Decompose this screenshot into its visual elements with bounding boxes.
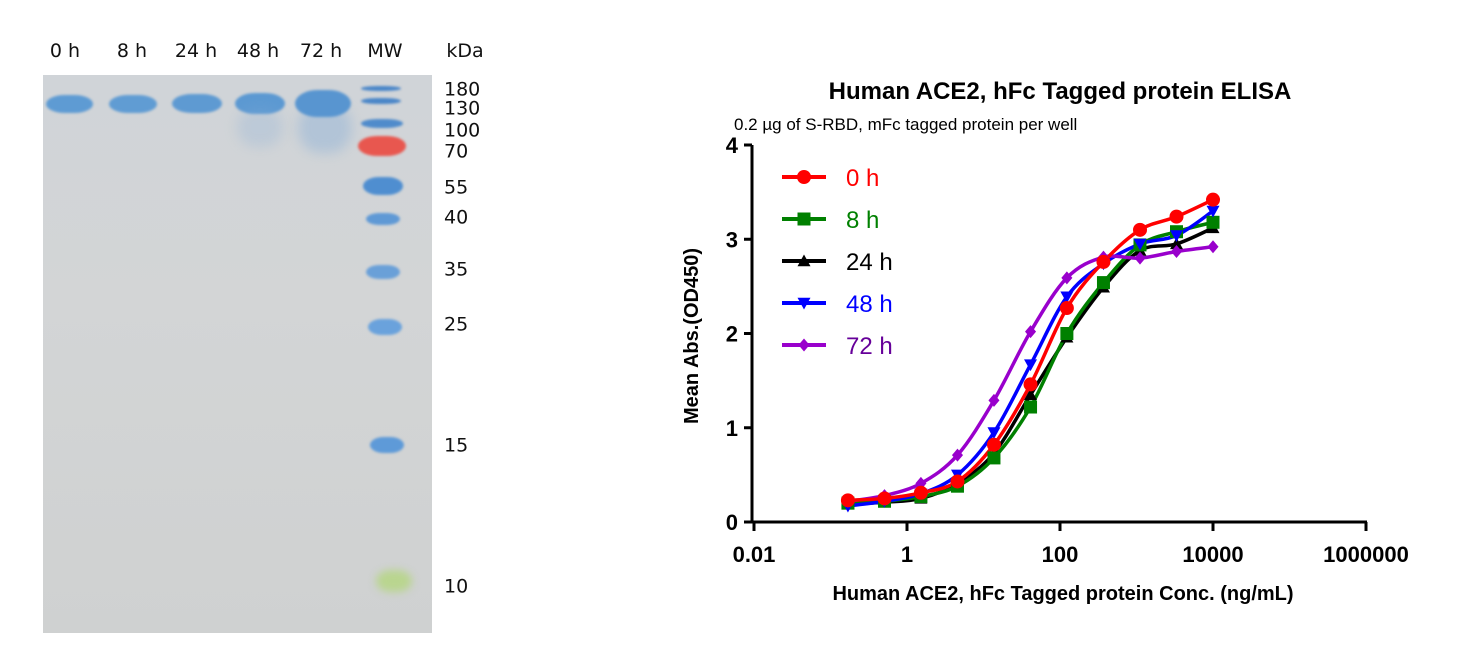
mw-label-15: 15	[444, 434, 469, 457]
mw-label-35: 35	[444, 258, 469, 281]
mw-label-10: 10	[444, 575, 469, 598]
data-point	[1060, 291, 1074, 304]
data-point	[1059, 301, 1074, 316]
data-point	[1024, 388, 1038, 400]
mw-label-40: 40	[444, 206, 469, 229]
x-tick-label: 10000	[1182, 542, 1243, 567]
y-tick-label: 1	[726, 416, 738, 441]
mw-band-70	[358, 136, 406, 156]
data-point	[1207, 240, 1219, 254]
data-point	[1206, 192, 1220, 207]
legend-label: 48 h	[846, 291, 893, 318]
data-point	[1060, 327, 1074, 340]
data-point	[1096, 276, 1110, 290]
mw-band-100	[361, 119, 403, 128]
x-tick-label: 100	[1042, 542, 1079, 567]
kda-unit-label: kDa	[446, 40, 484, 62]
data-point	[1132, 222, 1147, 237]
mw-label-55: 55	[444, 176, 469, 199]
sample-band-72h	[295, 90, 351, 117]
data-point	[1206, 215, 1220, 229]
lane-label-72h: 72 h	[299, 40, 343, 62]
sample-band-24h	[172, 94, 222, 113]
data-points	[840, 192, 1220, 513]
mw-band-40	[366, 213, 400, 225]
legend-marker-triangle-up-icon	[797, 254, 811, 267]
data-point	[840, 493, 855, 508]
legend-label: 72 h	[846, 333, 893, 360]
sample-band-48h-smear	[237, 107, 283, 147]
y-tick-label: 3	[726, 227, 738, 252]
y-tick-label: 2	[726, 322, 738, 347]
x-tick-label: 1	[901, 542, 913, 567]
lane-label-0h: 0 h	[49, 40, 81, 62]
data-point	[986, 437, 1001, 452]
data-point	[1169, 209, 1184, 224]
series-0h-points	[840, 192, 1220, 508]
legend-label: 8 h	[846, 207, 879, 234]
data-point	[1024, 400, 1038, 414]
chart-title: Human ACE2, hFc Tagged protein ELISA	[829, 78, 1292, 105]
y-tick-label: 4	[726, 133, 739, 158]
data-point	[1169, 230, 1183, 242]
mw-label-180: 180	[444, 78, 481, 101]
mw-band-25	[368, 319, 402, 335]
legend-label: 24 h	[846, 249, 893, 276]
mw-label-130: 130	[444, 97, 481, 120]
data-point	[1169, 237, 1183, 250]
data-point	[1023, 377, 1038, 392]
data-point	[987, 427, 1001, 439]
elisa-chart: Human ACE2, hFc Tagged protein ELISA 0.2…	[681, 78, 1409, 605]
y-tick-label: 0	[726, 510, 738, 535]
data-point	[1024, 359, 1038, 372]
legend-label: 0 h	[846, 165, 879, 192]
sample-band-48h	[235, 93, 285, 114]
lane-label-48h: 48 h	[236, 40, 280, 62]
sample-band-8h	[109, 95, 157, 113]
mw-label-70: 70	[444, 140, 469, 163]
data-point	[1096, 254, 1111, 269]
x-tick-label: 0.01	[733, 542, 776, 567]
mw-band-55	[363, 177, 403, 195]
legend-marker-square-icon	[797, 212, 811, 226]
fit-curves	[847, 198, 1214, 508]
data-point	[1206, 205, 1220, 218]
x-tick-label: 1000000	[1323, 542, 1409, 567]
axes: 0 1 2 3 4 0.01 1 100 10000 1000000	[726, 133, 1409, 567]
legend-marker-circle-icon	[797, 170, 811, 184]
mw-label-25: 25	[444, 313, 469, 336]
lane-label-mw: MW	[367, 40, 403, 62]
mw-band-180	[361, 86, 401, 91]
series-72h-points	[842, 240, 1219, 508]
legend-marker-triangle-down-icon	[797, 297, 811, 310]
legend-marker-diamond-icon	[798, 338, 810, 352]
chart-subtitle: 0.2 µg of S-RBD, mFc tagged protein per …	[734, 115, 1077, 134]
data-point	[877, 491, 892, 506]
fit-curve-72h	[847, 245, 1214, 503]
data-point	[913, 485, 928, 500]
gel-image	[43, 75, 432, 633]
mw-band-10	[376, 570, 412, 592]
data-point	[988, 393, 1000, 407]
x-axis-label: Human ACE2, hFc Tagged protein Conc. (ng…	[832, 583, 1293, 605]
data-point	[1133, 238, 1147, 251]
mw-band-15	[370, 437, 404, 453]
mw-band-35	[366, 265, 400, 279]
y-axis-label: Mean Abs.(OD450)	[681, 248, 703, 424]
series-48h-points	[841, 205, 1220, 513]
data-point	[987, 451, 1001, 465]
mw-label-100: 100	[444, 119, 481, 142]
lane-label-24h: 24 h	[174, 40, 218, 62]
sds-page-gel-panel: 0 h 8 h 24 h 48 h 72 h MW kDa 180 130 10…	[0, 0, 520, 657]
lane-label-8h: 8 h	[116, 40, 148, 62]
mw-band-130	[361, 98, 401, 104]
legend: 0 h 8 h 24 h 48 h 72 h	[782, 165, 893, 360]
sample-band-0h	[46, 95, 93, 113]
data-point	[950, 474, 965, 489]
